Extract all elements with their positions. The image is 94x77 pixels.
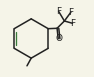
Text: O: O [56,34,63,43]
Text: F: F [70,19,75,28]
Text: F: F [68,8,74,17]
Text: F: F [56,7,61,16]
